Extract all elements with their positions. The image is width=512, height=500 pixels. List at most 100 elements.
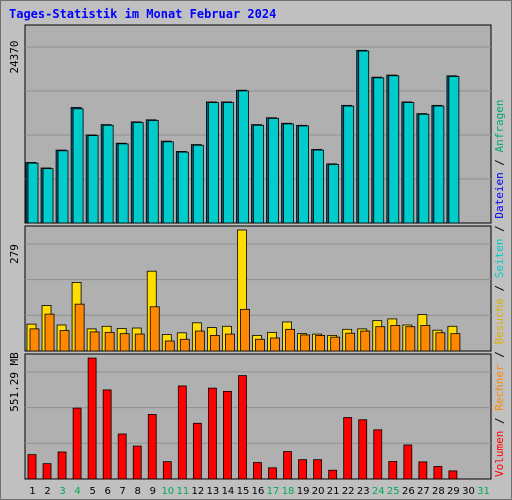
bar-besuche-day-17 <box>270 337 280 352</box>
max-label-middle: 279 <box>8 244 21 264</box>
bar-dateien-day-9 <box>147 120 159 224</box>
legend-separator: / <box>493 345 506 365</box>
bar-dateien-day-21 <box>328 164 340 224</box>
bar-volumen-day-11 <box>177 385 187 480</box>
max-label-top: 24370 <box>8 40 21 73</box>
x-tick-label: 29 <box>447 486 460 497</box>
bar-dateien-day-1 <box>27 162 39 224</box>
x-tick-label: 31 <box>477 486 490 497</box>
bar-besuche-day-28 <box>435 332 446 352</box>
bar-volumen-day-9 <box>147 414 157 480</box>
bar-dateien-day-27 <box>418 113 430 224</box>
x-tick-label: 21 <box>327 486 340 497</box>
bar-volumen-day-28 <box>433 466 443 480</box>
bar-dateien-day-3 <box>57 150 69 224</box>
bar-besuche-day-1 <box>29 328 40 352</box>
bar-besuche-day-19 <box>300 334 310 352</box>
bar-volumen-day-14 <box>223 391 232 480</box>
bar-besuche-day-15 <box>240 308 250 352</box>
bar-volumen-day-13 <box>207 387 217 480</box>
bar-dateien-day-8 <box>132 122 144 224</box>
bar-volumen-day-29 <box>448 470 458 480</box>
x-tick-label: 6 <box>104 486 110 497</box>
bar-dateien-day-19 <box>298 125 309 224</box>
bar-dateien-day-24 <box>373 77 385 224</box>
bar-besuche-day-23 <box>360 330 371 352</box>
plot-area-bottom <box>24 353 492 480</box>
bar-besuche-day-11 <box>179 338 190 352</box>
x-tick-label: 5 <box>89 486 95 497</box>
x-tick-label: 8 <box>135 486 141 497</box>
bar-dateien-day-6 <box>102 124 114 224</box>
bar-dateien-day-2 <box>42 168 54 224</box>
bar-dateien-day-7 <box>117 143 129 224</box>
legend-separator: / <box>493 152 506 172</box>
bar-volumen-day-6 <box>102 389 112 480</box>
bar-besuche-day-4 <box>74 303 85 352</box>
bar-besuche-day-14 <box>225 333 235 352</box>
x-tick-label: 3 <box>59 486 65 497</box>
legend: Volumen / Rechner / Besuche / Seiten / D… <box>493 99 506 477</box>
legend-item-dateien: Dateien <box>493 172 506 218</box>
bar-dateien-day-18 <box>283 123 294 224</box>
x-tick-label: 25 <box>387 486 400 497</box>
bar-besuche-day-3 <box>59 330 70 352</box>
bar-volumen-day-26 <box>403 444 413 480</box>
bar-volumen-day-22 <box>343 417 353 480</box>
x-tick-label: 1 <box>29 486 35 497</box>
x-tick-label: 16 <box>252 486 265 497</box>
bar-volumen-day-15 <box>238 375 247 480</box>
bar-besuche-day-2 <box>44 313 55 352</box>
legend-item-seiten: Seiten <box>493 239 506 279</box>
x-tick-label: 15 <box>237 486 250 497</box>
bar-dateien-day-17 <box>268 118 279 224</box>
legend-separator: / <box>493 411 506 431</box>
x-tick-label: 30 <box>462 486 475 497</box>
bar-besuche-day-24 <box>375 326 386 352</box>
x-tick-label: 26 <box>402 486 415 497</box>
x-tick-label: 14 <box>222 486 235 497</box>
bar-besuche-day-16 <box>255 338 265 352</box>
bar-volumen-day-2 <box>42 463 52 480</box>
bar-besuche-day-7 <box>119 333 130 352</box>
bar-dateien-day-16 <box>253 124 264 224</box>
legend-item-besuche: Besuche <box>493 298 506 344</box>
bar-volumen-day-7 <box>117 433 127 480</box>
bar-dateien-day-10 <box>162 141 174 224</box>
x-tick-label: 10 <box>161 486 174 497</box>
x-tick-label: 11 <box>176 486 189 497</box>
bar-volumen-day-4 <box>72 407 82 480</box>
bar-volumen-day-25 <box>388 461 398 480</box>
bar-besuche-day-5 <box>89 331 100 352</box>
bar-dateien-day-25 <box>388 75 400 224</box>
legend-item-anfragen: Anfragen <box>493 99 506 152</box>
bar-besuche-day-8 <box>134 333 145 352</box>
bar-besuche-day-6 <box>104 331 115 352</box>
x-tick-label: 9 <box>150 486 156 497</box>
bar-besuche-day-12 <box>194 330 205 352</box>
bar-besuche-day-26 <box>405 326 416 352</box>
x-tick-label: 4 <box>74 486 80 497</box>
bar-volumen-day-3 <box>57 451 67 480</box>
bar-volumen-day-20 <box>313 459 323 480</box>
bar-volumen-day-23 <box>358 419 368 480</box>
x-tick-label: 23 <box>357 486 370 497</box>
x-tick-label: 19 <box>297 486 310 497</box>
bar-besuche-day-25 <box>390 325 401 352</box>
bar-dateien-day-29 <box>448 76 460 224</box>
x-tick-label: 7 <box>120 486 126 497</box>
bar-volumen-day-1 <box>27 454 37 480</box>
bar-dateien-day-13 <box>207 102 219 224</box>
x-tick-label: 2 <box>44 486 50 497</box>
bar-volumen-day-17 <box>268 467 277 480</box>
bar-besuche-day-29 <box>450 333 461 352</box>
bar-besuche-day-13 <box>209 334 220 352</box>
legend-separator: / <box>493 278 506 298</box>
bar-besuche-day-9 <box>149 306 160 352</box>
bar-dateien-day-20 <box>313 149 325 224</box>
bar-besuche-day-21 <box>330 336 341 352</box>
bar-volumen-day-10 <box>162 461 172 480</box>
bar-volumen-day-16 <box>253 462 262 480</box>
bar-volumen-day-27 <box>418 461 428 480</box>
